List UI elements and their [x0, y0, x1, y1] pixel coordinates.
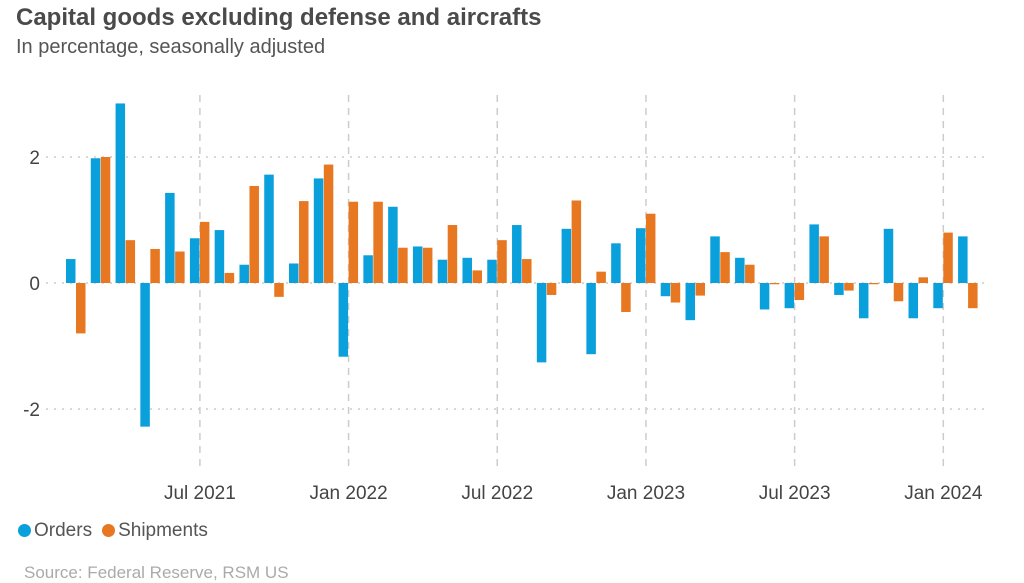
orders-bar [462, 257, 472, 283]
orders-bar [958, 236, 968, 283]
shipments-bar [968, 283, 978, 309]
orders-bar [858, 283, 869, 319]
shipments-bar [447, 225, 458, 283]
orders-bar [735, 257, 745, 283]
y-tick-label: 0 [29, 274, 40, 295]
orders-bar [759, 283, 770, 310]
shipments-bar [224, 272, 235, 283]
shipments-bar [670, 283, 681, 303]
orders-bar [710, 236, 720, 283]
shipments-bar [299, 201, 309, 283]
shipments-bar [150, 248, 160, 283]
legend: Orders Shipments [18, 520, 208, 542]
x-tick-label: Jan 2023 [607, 483, 685, 504]
orders-bar [561, 228, 572, 283]
shipments-bar [918, 277, 929, 283]
y-tick-label: 2 [29, 148, 40, 169]
orders-bar [512, 225, 522, 283]
orders-bar [338, 283, 349, 357]
shipments-bar [645, 213, 656, 283]
shipments-bar [794, 283, 805, 301]
legend-item-shipments[interactable]: Shipments [102, 520, 208, 542]
shipments-bar [844, 283, 854, 291]
x-tick-label: Jan 2022 [309, 483, 387, 504]
shipments-swatch [102, 524, 116, 537]
shipments-bar [199, 221, 210, 283]
shipments-bar [323, 164, 334, 283]
orders-bar [487, 259, 497, 283]
shipments-bar [100, 157, 111, 283]
shipments-bar [546, 283, 557, 295]
orders-bar [388, 206, 398, 283]
shipments-bar [720, 252, 730, 283]
source-note: Source: Federal Reserve, RSM US [24, 563, 289, 582]
shipments-bar [497, 240, 507, 283]
shipments-bar [819, 236, 829, 283]
legend-item-orders[interactable]: Orders [18, 520, 92, 542]
orders-bar [289, 263, 299, 283]
orders-bar [611, 243, 621, 283]
orders-bar [239, 264, 249, 283]
orders-bar [933, 283, 943, 309]
legend-label: Orders [34, 520, 93, 541]
orders-bar [809, 224, 819, 283]
orders-bar [165, 192, 175, 283]
shipments-bar [596, 271, 606, 283]
shipments-bar [373, 201, 383, 283]
orders-bar [140, 283, 150, 427]
shipments-bar [422, 247, 433, 283]
shipments-bar [621, 283, 631, 312]
x-tick-label: Jan 2024 [904, 483, 983, 504]
orders-bar [635, 228, 646, 283]
orders-bar [363, 255, 373, 283]
orders-bar [883, 228, 894, 283]
orders-bar [784, 283, 795, 309]
orders-bar [586, 283, 596, 355]
shipments-bar [695, 283, 705, 296]
shipments-bar [769, 283, 780, 285]
chart-subtitle: In percentage, seasonally adjusted [16, 36, 326, 58]
shipments-bar [472, 270, 482, 283]
shipments-bar [571, 200, 582, 283]
orders-bar [313, 178, 324, 283]
orders-bar [660, 283, 671, 297]
orders-bar [189, 238, 200, 283]
orders-swatch [18, 524, 31, 537]
x-tick-label: Jul 2022 [461, 483, 533, 504]
shipments-bar [893, 283, 904, 302]
orders-bar [214, 230, 225, 283]
shipments-bar [175, 251, 185, 283]
shipments-bar [522, 259, 532, 283]
shipments-bar [398, 247, 408, 283]
shipments-bar [348, 201, 359, 283]
orders-bar [536, 283, 547, 363]
shipments-bar [274, 283, 284, 297]
shipments-bar [249, 185, 259, 283]
legend-label: Shipments [118, 520, 208, 541]
orders-bar [412, 246, 423, 283]
orders-bar [66, 259, 76, 283]
shipments-bar [76, 283, 86, 334]
shipments-bar [943, 232, 953, 283]
orders-bar [834, 283, 844, 295]
shipments-bar [868, 283, 879, 285]
shipments-bar [125, 240, 136, 283]
orders-bar [90, 158, 101, 283]
orders-bar [908, 283, 919, 319]
orders-bar [115, 103, 126, 283]
shipments-bar [745, 264, 755, 283]
x-tick-label: Jul 2021 [164, 483, 236, 504]
orders-bar [437, 259, 448, 283]
orders-bar [685, 283, 695, 321]
y-tick-label: -2 [23, 400, 40, 421]
x-tick-label: Jul 2023 [759, 483, 831, 504]
chart-title: Capital goods excluding defense and airc… [16, 4, 542, 31]
orders-bar [264, 174, 274, 283]
